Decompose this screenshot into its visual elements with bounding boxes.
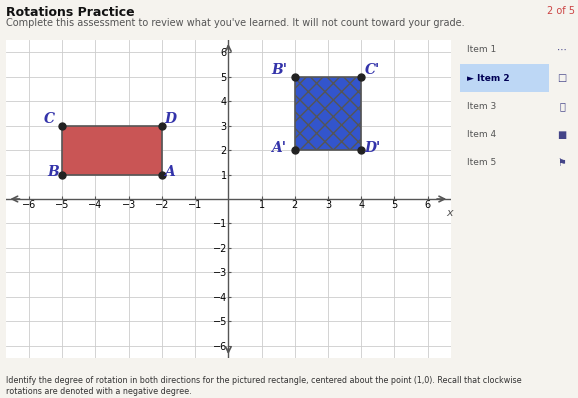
Text: ■: ■ xyxy=(557,130,567,140)
Text: □: □ xyxy=(557,73,567,83)
Text: Identify the degree of rotation in both directions for the pictured rectangle, c: Identify the degree of rotation in both … xyxy=(6,376,521,396)
Text: ⋯: ⋯ xyxy=(557,45,567,55)
Text: B': B' xyxy=(272,63,287,77)
Text: A': A' xyxy=(272,141,287,156)
Text: ⓘ: ⓘ xyxy=(559,101,565,111)
Text: Item 3: Item 3 xyxy=(466,102,496,111)
Text: D': D' xyxy=(365,141,381,156)
Bar xyxy=(62,125,162,174)
Text: 2 of 5: 2 of 5 xyxy=(547,6,575,16)
Text: Rotations Practice: Rotations Practice xyxy=(6,6,135,19)
Text: ⚑: ⚑ xyxy=(558,158,566,168)
Text: ► Item 2: ► Item 2 xyxy=(466,74,509,83)
Text: C': C' xyxy=(365,63,380,77)
Text: Item 5: Item 5 xyxy=(466,158,496,168)
Bar xyxy=(460,64,549,92)
Bar xyxy=(295,76,361,150)
Text: Item 4: Item 4 xyxy=(466,130,496,139)
Text: B: B xyxy=(47,165,59,179)
Text: Complete this assessment to review what you've learned. It will not count toward: Complete this assessment to review what … xyxy=(6,18,464,28)
Text: x: x xyxy=(446,208,453,218)
Text: D: D xyxy=(165,112,176,126)
Text: Item 1: Item 1 xyxy=(466,45,496,55)
Text: C: C xyxy=(44,112,55,126)
Text: A: A xyxy=(165,165,175,179)
